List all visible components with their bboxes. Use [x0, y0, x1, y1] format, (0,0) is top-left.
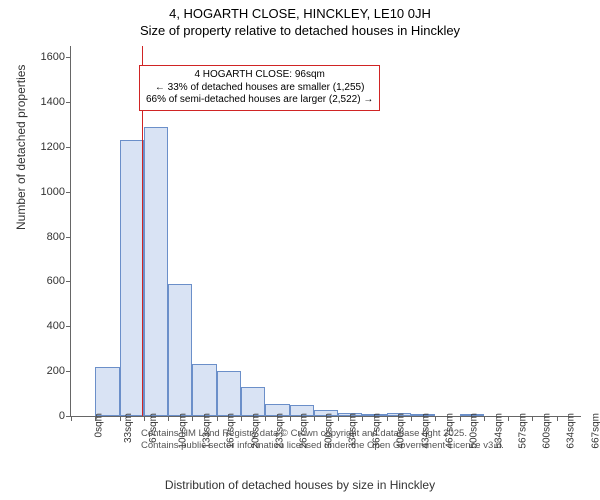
x-tick-label: 133sqm [202, 413, 213, 449]
annotation-line: 66% of semi-detached houses are larger (… [146, 94, 373, 107]
histogram-bar [192, 364, 216, 416]
histogram-bar [168, 284, 192, 416]
x-tick-label: 300sqm [323, 413, 334, 449]
x-tick-label: 567sqm [517, 413, 528, 449]
y-tick-label: 200 [27, 365, 65, 377]
x-tick-label: 233sqm [275, 413, 286, 449]
annotation-box: 4 HOGARTH CLOSE: 96sqm← 33% of detached … [139, 65, 380, 111]
x-tick-label: 434sqm [420, 413, 431, 449]
x-tick-label: 500sqm [469, 413, 480, 449]
x-tick-label: 600sqm [542, 413, 553, 449]
y-tick-label: 1400 [27, 96, 65, 108]
x-tick-label: 634sqm [566, 413, 577, 449]
y-tick-label: 0 [27, 410, 65, 422]
x-tick-label: 334sqm [347, 413, 358, 449]
x-tick-label: 534sqm [493, 413, 504, 449]
y-tick-label: 1200 [27, 141, 65, 153]
histogram-bar [120, 140, 144, 416]
x-axis-label: Distribution of detached houses by size … [0, 478, 600, 492]
x-tick-label: 467sqm [445, 413, 456, 449]
histogram-chart: Contains HM Land Registry data © Crown c… [70, 46, 581, 417]
x-tick-label: 200sqm [250, 413, 261, 449]
x-tick-label: 267sqm [299, 413, 310, 449]
y-tick-label: 600 [27, 275, 65, 287]
y-tick-label: 400 [27, 320, 65, 332]
x-tick-label: 167sqm [226, 413, 237, 449]
x-tick-label: 67sqm [148, 413, 159, 443]
histogram-bar [241, 387, 265, 416]
x-tick-label: 33sqm [123, 413, 134, 443]
annotation-line: 4 HOGARTH CLOSE: 96sqm [146, 69, 373, 82]
x-tick-label: 400sqm [396, 413, 407, 449]
histogram-bar [95, 367, 119, 416]
title-line-2: Size of property relative to detached ho… [0, 23, 600, 40]
x-tick-label: 100sqm [177, 413, 188, 449]
y-tick-label: 800 [27, 231, 65, 243]
histogram-bar [217, 371, 241, 416]
x-tick-label: 367sqm [372, 413, 383, 449]
y-axis-label: Number of detached properties [14, 65, 28, 230]
histogram-bar [144, 127, 168, 416]
title-line-1: 4, HOGARTH CLOSE, HINCKLEY, LE10 0JH [0, 6, 600, 23]
y-tick-label: 1000 [27, 186, 65, 198]
x-tick-label: 667sqm [590, 413, 600, 449]
annotation-line: ← 33% of detached houses are smaller (1,… [146, 82, 373, 95]
y-tick-label: 1600 [27, 51, 65, 63]
